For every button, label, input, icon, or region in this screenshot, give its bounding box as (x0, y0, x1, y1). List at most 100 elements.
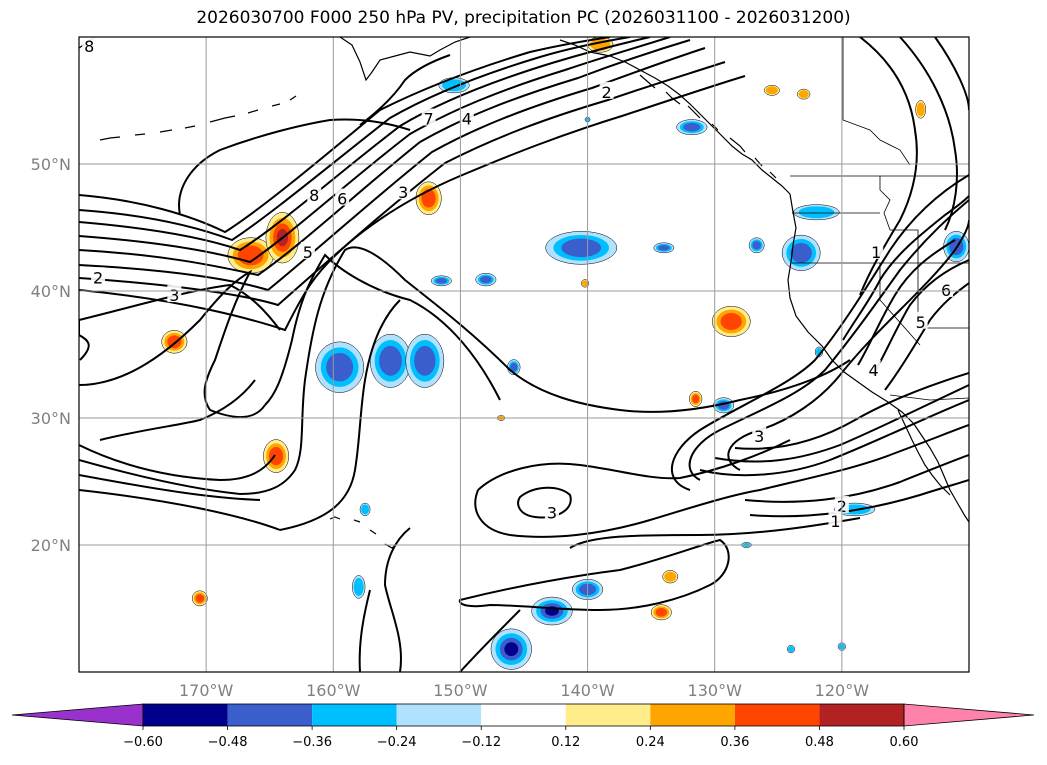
map-frame (78, 36, 970, 673)
coastline-alaska (339, 37, 791, 195)
colorbar-segment (819, 704, 904, 726)
contour-label: 1 (871, 243, 881, 262)
contour-label: 6 (337, 190, 347, 209)
contour-label-bg (421, 108, 436, 126)
precip-area (798, 206, 835, 219)
pv-contour (517, 486, 572, 519)
pv-contour (79, 269, 266, 418)
pv-contour (79, 459, 296, 496)
pv-contour (79, 444, 276, 482)
contour-label-bg (869, 241, 884, 259)
pv-contour (842, 195, 969, 341)
pv-contour (899, 37, 958, 231)
pv-contour (872, 259, 969, 376)
colorbar-segment (143, 704, 228, 726)
pv-contour (79, 75, 746, 332)
colorbar-tick-label: −0.24 (377, 735, 417, 750)
boundary-alaska (842, 37, 911, 166)
lon-tick-label: 170°W (179, 681, 234, 700)
contour-label: 7 (424, 110, 434, 129)
contour-label: 5 (303, 243, 313, 262)
pv-contour (734, 372, 969, 450)
precip-area (798, 90, 809, 99)
colorbar-extend-low (11, 703, 144, 727)
colorbar-extend-high (903, 703, 1035, 727)
pv-contour (79, 489, 281, 531)
precip-area (790, 242, 812, 263)
contour-label-bg (544, 502, 559, 520)
pv-contour (79, 61, 726, 307)
colorbar-tick-label: 0.12 (551, 735, 580, 750)
precip-area (480, 276, 492, 284)
colorbar-tick-label: 0.36 (720, 735, 749, 750)
pv-contour (459, 609, 521, 672)
lon-tick-labels: 170°W 160°W 150°W 140°W 130°W 120°W (179, 681, 869, 700)
contour-label-bg (82, 37, 97, 54)
contour-label: 5 (916, 313, 926, 332)
contour-label-bg (307, 184, 322, 202)
pv-contour (279, 299, 401, 531)
precip-area (268, 446, 284, 466)
contour-label-bg (599, 81, 614, 99)
pv-contour (857, 239, 956, 366)
colorbar-segment (227, 704, 313, 726)
contour-label: 3 (169, 286, 179, 305)
precip-area (504, 642, 519, 657)
precip-area (435, 277, 448, 284)
lon-tick-label: 150°W (433, 681, 488, 700)
contour-label-bg (335, 188, 350, 206)
contour-label: 8 (84, 37, 94, 56)
precip-area (655, 608, 668, 617)
colorbar: −0.60 −0.48 −0.36 −0.24 −0.12 0.12 0.24 0.36 0.4… (11, 703, 1035, 750)
contour-label-bg (828, 511, 843, 529)
pv-contour (569, 517, 861, 549)
lon-tick-label: 120°W (815, 681, 870, 700)
pv-contour (79, 47, 706, 292)
contour-label-bg (91, 267, 106, 285)
lat-tick-label: 40°N (31, 282, 71, 301)
boundary-ca-nv (879, 263, 921, 346)
precip-area (195, 594, 205, 603)
map-background (79, 37, 969, 672)
precip-area (658, 244, 670, 251)
colorbar-tick-label: −0.12 (461, 735, 501, 750)
lat-tick-label: 20°N (31, 536, 71, 555)
precip-area (561, 238, 602, 258)
contour-label-bg (939, 280, 954, 297)
contour-label-bg (459, 108, 474, 126)
precip-area (752, 241, 761, 250)
pv-contour (744, 454, 969, 503)
contour-label: 2 (602, 83, 612, 102)
lon-tick-label: 130°W (688, 681, 743, 700)
pv-contour (99, 379, 256, 441)
contour-label: 1 (830, 512, 840, 531)
precip-area (788, 646, 794, 653)
colorbar-tick-label: −0.48 (208, 735, 248, 750)
colorbar-tick-label: 0.48 (805, 735, 834, 750)
pv-contour (359, 54, 451, 126)
pv-contour (79, 474, 261, 501)
precip-area (379, 345, 402, 376)
pv-contour (358, 589, 371, 672)
contour-label-bg (167, 285, 182, 303)
pv-contour (79, 39, 691, 277)
precip-area (683, 122, 701, 132)
pv-contour (749, 479, 969, 518)
lat-tick-labels: 50°N 40°N 30°N 20°N (31, 155, 71, 555)
precip-area (692, 394, 700, 404)
precip-area (510, 362, 518, 372)
colorbar-segment (312, 704, 397, 726)
contour-label: 8 (309, 186, 319, 205)
pv-contour (79, 37, 631, 242)
coastline-hawaii (329, 516, 397, 549)
colorbar-segment (565, 704, 651, 726)
pv-contour (79, 283, 281, 331)
precip-area (664, 571, 677, 582)
pv-contour (714, 384, 969, 463)
coastline-aleutians (99, 95, 297, 141)
precip-area (582, 280, 589, 287)
pv-contour (474, 424, 969, 538)
contour-label: 2 (93, 268, 103, 287)
